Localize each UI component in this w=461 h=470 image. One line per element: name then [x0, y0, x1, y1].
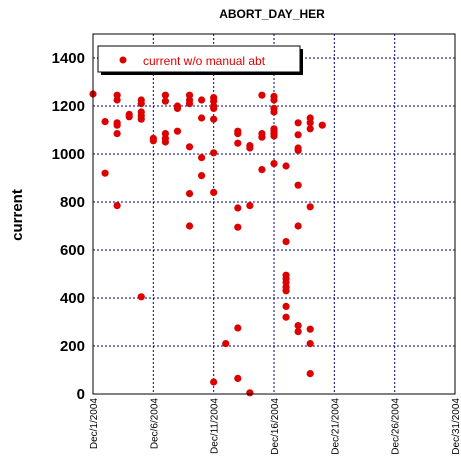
data-point	[125, 113, 133, 121]
legend-series-label: current w/o manual abt	[143, 54, 266, 68]
y-tick-label: 400	[60, 290, 85, 307]
data-point	[234, 324, 242, 332]
data-point	[234, 223, 242, 231]
data-point	[282, 238, 290, 246]
data-point	[198, 172, 206, 180]
y-tick-label: 1000	[52, 146, 85, 163]
y-tick-label: 1200	[52, 98, 85, 115]
data-point	[282, 287, 290, 295]
data-point	[137, 293, 145, 301]
data-point	[210, 188, 218, 196]
data-point	[306, 325, 314, 333]
data-point	[306, 203, 314, 211]
y-tick-label: 600	[60, 242, 85, 259]
data-point	[185, 190, 194, 198]
x-tick-label: Dec/16/2004	[270, 398, 281, 455]
x-tick-label: Dec/11/2004	[210, 398, 221, 454]
data-point	[246, 389, 254, 397]
data-point	[270, 96, 278, 104]
data-point	[161, 97, 169, 105]
data-point	[234, 204, 242, 212]
data-point	[306, 119, 314, 127]
data-point	[222, 340, 230, 348]
data-point	[113, 96, 121, 104]
data-point	[270, 132, 278, 140]
x-tick-label: Dec/26/2004	[391, 398, 402, 455]
data-point	[101, 169, 109, 177]
data-point	[294, 181, 302, 189]
x-tick-label: Dec/1/2004	[89, 398, 100, 450]
data-points	[89, 90, 326, 397]
y-axis-label: current	[9, 189, 26, 241]
data-point	[234, 130, 242, 138]
data-point	[210, 115, 218, 123]
data-point	[294, 146, 302, 154]
data-point	[210, 378, 218, 386]
data-point	[161, 91, 169, 99]
data-point	[318, 121, 326, 129]
data-point	[173, 104, 182, 112]
data-point	[258, 133, 266, 141]
data-point	[258, 91, 266, 99]
data-point	[294, 328, 302, 336]
data-point	[161, 138, 169, 146]
data-point	[294, 119, 302, 127]
data-point	[258, 166, 266, 174]
legend-marker	[119, 56, 127, 64]
x-tick-label: Dec/31/2004	[451, 398, 461, 455]
data-point	[113, 202, 121, 210]
y-tick-label: 200	[60, 338, 85, 355]
data-point	[294, 322, 302, 330]
data-point	[113, 130, 121, 138]
x-tick-label: Dec/6/2004	[149, 398, 160, 450]
y-tick-labels: 0 200 400 600 800 1000 1200 1400	[52, 50, 85, 403]
data-point	[294, 222, 302, 230]
data-point	[185, 143, 194, 151]
data-point	[306, 125, 314, 133]
legend-box	[97, 45, 301, 73]
data-point	[234, 374, 242, 382]
y-tick-label: 0	[77, 386, 85, 403]
data-point	[198, 154, 206, 162]
data-point	[101, 118, 109, 126]
plot-frame	[92, 33, 456, 395]
y-tick-label: 800	[60, 194, 85, 211]
legend: current w/o manual abt	[97, 45, 303, 75]
data-point	[234, 139, 242, 147]
data-point	[210, 104, 218, 112]
data-point	[198, 114, 206, 122]
x-tick-labels: Dec/1/2004 Dec/6/2004 Dec/11/2004 Dec/16/20…	[89, 398, 461, 455]
data-point	[306, 370, 314, 378]
data-point	[282, 302, 290, 310]
data-point	[246, 144, 254, 152]
data-point	[113, 121, 121, 129]
y-tick-label: 1400	[52, 50, 85, 67]
chart-title: ABORT_DAY_HER	[219, 7, 325, 21]
data-point	[270, 108, 278, 116]
data-point	[270, 160, 278, 168]
data-point	[282, 162, 290, 170]
data-point	[294, 131, 302, 139]
data-point	[282, 313, 290, 321]
data-point	[185, 222, 194, 230]
data-point	[137, 115, 145, 123]
data-point	[149, 137, 157, 145]
data-point	[137, 100, 145, 108]
data-point	[185, 100, 194, 108]
data-point	[210, 149, 218, 157]
grid-lines	[93, 34, 455, 394]
data-point	[173, 127, 182, 135]
data-point	[246, 202, 254, 210]
data-point	[198, 96, 206, 104]
x-tick-label: Dec/21/2004	[330, 398, 341, 455]
data-point	[306, 340, 314, 348]
